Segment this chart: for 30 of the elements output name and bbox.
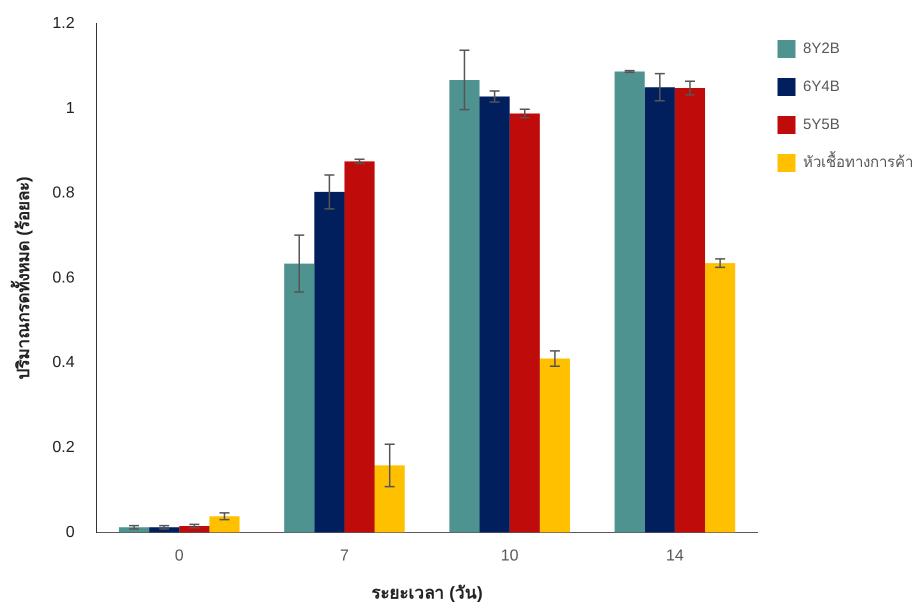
bar: [644, 87, 675, 532]
bar: [314, 192, 344, 532]
x-tick-label: 14: [666, 547, 684, 564]
y-tick-label: 0.8: [52, 184, 75, 202]
x-axis-title: ระยะเวลา (วัน): [372, 583, 483, 602]
bar: [284, 264, 314, 532]
x-tick-label: 0: [174, 547, 184, 564]
bar: [705, 263, 736, 532]
x-tick-label: 10: [500, 547, 519, 564]
y-tick-label: 0.4: [52, 354, 75, 372]
y-tick-label: 0.6: [52, 269, 75, 286]
legend-label: 6Y4B: [803, 78, 840, 96]
legend-label: 5Y5B: [803, 116, 840, 134]
y-tick-label: 1: [66, 100, 75, 117]
bar: [209, 516, 240, 532]
y-tick-label: 0: [66, 524, 75, 541]
y-tick-label: 0.2: [52, 439, 75, 456]
bar: [344, 161, 375, 532]
y-tick-label: 1.2: [52, 15, 75, 32]
bar: [540, 358, 570, 532]
bar: [480, 96, 510, 532]
bar: [614, 72, 645, 532]
legend-label: 8Y2B: [803, 40, 840, 58]
bar: [449, 80, 480, 532]
bar: [374, 465, 405, 532]
legend-label: หัวเชื้อทางการค้า: [803, 151, 913, 172]
bar: [510, 113, 540, 532]
y-axis-title: ปริมาณกรดทั้งหมด (ร้อยละ): [10, 176, 33, 380]
bar: [674, 88, 706, 532]
x-tick-label: 7: [340, 547, 350, 564]
